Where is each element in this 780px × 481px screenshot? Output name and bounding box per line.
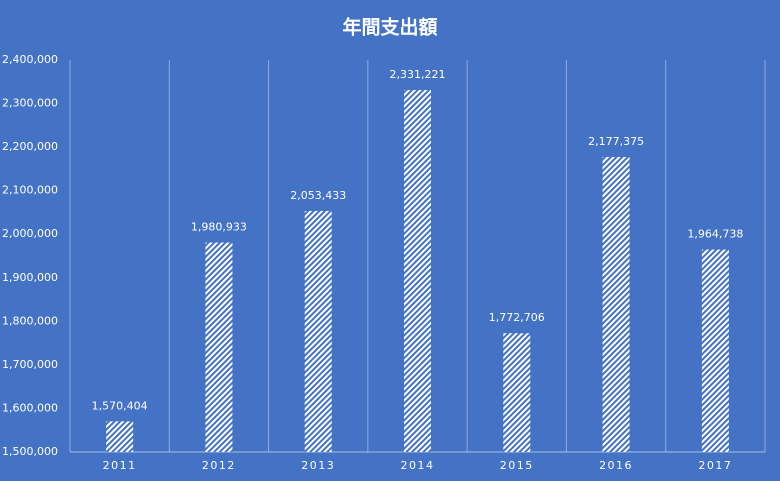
x-tick-label: 2014 — [401, 459, 435, 472]
bar — [602, 156, 630, 452]
y-tick-label: 1,900,000 — [2, 271, 58, 284]
y-tick-label: 1,700,000 — [2, 358, 58, 371]
bar — [205, 242, 233, 452]
x-tick-label: 2011 — [103, 459, 137, 472]
y-tick-label: 1,600,000 — [2, 401, 58, 414]
bar — [404, 89, 431, 452]
value-label: 2,331,221 — [390, 68, 446, 81]
y-tick-label: 2,000,000 — [2, 227, 58, 240]
value-label: 1,570,404 — [92, 399, 148, 412]
y-tick-label: 2,100,000 — [2, 184, 58, 197]
y-tick-label: 1,500,000 — [2, 445, 58, 458]
x-tick-label: 2012 — [202, 459, 236, 472]
x-tick-label: 2015 — [500, 459, 534, 472]
value-label: 2,053,433 — [290, 189, 346, 202]
value-label: 1,980,933 — [191, 221, 247, 234]
value-label: 1,964,738 — [687, 228, 743, 241]
value-label: 2,177,375 — [588, 135, 644, 148]
bar — [106, 421, 134, 452]
bar — [503, 333, 531, 452]
x-tick-label: 2016 — [599, 459, 633, 472]
chart-title: 年間支出額 — [342, 16, 437, 39]
bar — [701, 249, 729, 452]
bar — [304, 210, 332, 452]
y-tick-label: 2,200,000 — [2, 140, 58, 153]
x-tick-label: 2017 — [698, 459, 732, 472]
y-tick-label: 2,300,000 — [2, 97, 58, 110]
y-tick-label: 1,800,000 — [2, 314, 58, 327]
y-tick-label: 2,400,000 — [2, 53, 58, 66]
value-label: 1,772,706 — [489, 311, 545, 324]
x-tick-label: 2013 — [301, 459, 335, 472]
